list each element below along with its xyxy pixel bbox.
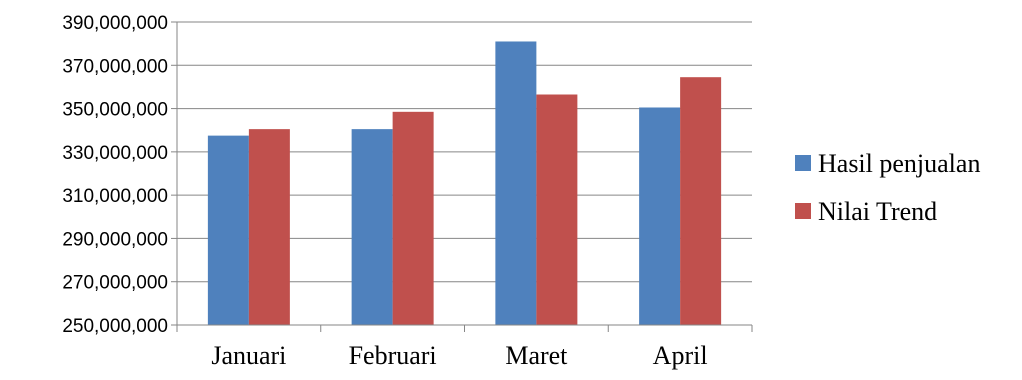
y-tick-label: 390,000,000 bbox=[62, 13, 168, 34]
bar-hasil-penjualan bbox=[351, 129, 393, 325]
y-tick-label: 290,000,000 bbox=[62, 229, 168, 250]
bar-hasil-penjualan bbox=[207, 135, 249, 325]
x-tick-label: Januari bbox=[211, 341, 286, 370]
legend-entry: Hasil penjualan bbox=[795, 149, 980, 178]
bar-hasil-penjualan bbox=[495, 41, 537, 325]
bar-nilai-trend bbox=[680, 77, 722, 325]
y-tick-label: 310,000,000 bbox=[62, 186, 168, 207]
bar-nilai-trend bbox=[248, 129, 290, 325]
legend: Hasil penjualan Nilai Trend bbox=[795, 149, 980, 226]
y-tick-label: 250,000,000 bbox=[62, 316, 168, 337]
x-tick-label: April bbox=[653, 341, 708, 370]
axes bbox=[171, 21, 753, 332]
y-tick-label: 350,000,000 bbox=[62, 100, 168, 121]
legend-entry: Nilai Trend bbox=[795, 197, 937, 226]
y-tick-label: 330,000,000 bbox=[62, 143, 168, 164]
x-tick-labels: Januari Februari Maret April bbox=[211, 341, 707, 370]
y-tick-label: 270,000,000 bbox=[62, 273, 168, 294]
legend-swatch bbox=[795, 155, 811, 171]
legend-swatch bbox=[795, 203, 811, 219]
bar-nilai-trend bbox=[392, 111, 434, 325]
x-tick-label: Maret bbox=[505, 341, 568, 370]
bars bbox=[207, 41, 722, 325]
y-tick-label: 370,000,000 bbox=[62, 56, 168, 77]
bar-nilai-trend bbox=[536, 94, 578, 325]
legend-label: Nilai Trend bbox=[818, 197, 937, 226]
bar-hasil-penjualan bbox=[639, 107, 681, 325]
legend-label: Hasil penjualan bbox=[818, 149, 980, 178]
x-tick-label: Februari bbox=[349, 341, 437, 370]
y-tick-labels: 250,000,000 270,000,000 290,000,000 310,000… bbox=[62, 13, 168, 337]
